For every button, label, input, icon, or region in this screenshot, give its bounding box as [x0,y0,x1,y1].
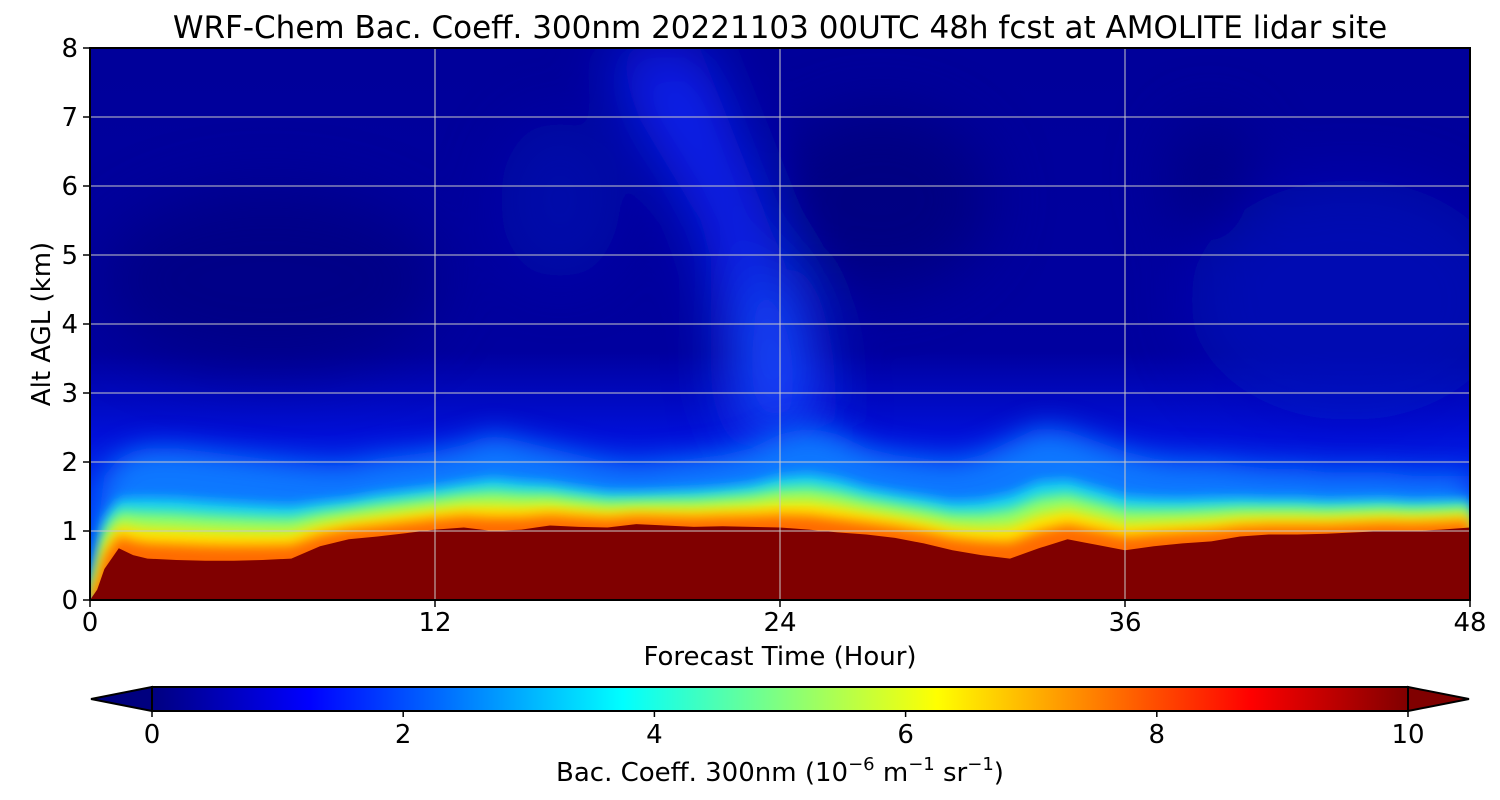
y-tick-label: 7 [61,103,78,133]
y-tick-label: 5 [61,241,78,271]
y-tick-label: 2 [61,448,78,478]
dark-core-a [100,190,440,370]
chart-title: WRF-Chem Bac. Coeff. 300nm 20221103 00UT… [173,10,1387,46]
colorbar-tick-label: 4 [646,720,663,750]
plume-blob-b [1190,180,1470,420]
x-tick-label: 24 [763,608,796,638]
x-tick-label: 0 [82,608,99,638]
x-tick-label: 48 [1453,608,1486,638]
y-tick-label: 0 [61,586,78,616]
x-tick-label: 12 [418,608,451,638]
upper-plumes [100,48,1470,450]
colorbar-tick-label: 0 [144,720,161,750]
dark-core-c [1170,120,1250,240]
y-axis-label: Alt AGL (km) [27,242,57,406]
plume-blob-c [500,120,620,280]
y-tick-label: 3 [61,379,78,409]
colorbar-ticks: 0 2 4 6 8 10 [144,711,1425,750]
colorbar-extend-high [1407,685,1470,713]
plot-area [90,48,1470,600]
colorbar-tick-label: 10 [1391,720,1424,750]
y-tick-label: 1 [61,517,78,547]
colorbar-label: Bac. Coeff. 300nm (10−6 m−1 sr−1) [556,754,1004,788]
plume-blob-a [730,270,810,450]
x-tick-label: 36 [1108,608,1141,638]
y-tick-label: 8 [61,34,78,64]
colorbar: 0 2 4 6 8 10 Bac. Coeff. 300nm (10−6 m−1 sr−1… [90,685,1470,788]
colorbar-body [151,686,1409,712]
colorbar-tick-label: 6 [897,720,914,750]
x-axis: 0 12 24 36 48 [82,600,1487,638]
colorbar-extend-low [90,685,153,713]
colorbar-tick-label: 8 [1149,720,1166,750]
grid-lines [90,48,1470,600]
colorbar-tick-label: 2 [395,720,412,750]
x-axis-label: Forecast Time (Hour) [643,642,916,672]
dark-core-b [770,110,990,290]
y-tick-label: 6 [61,172,78,202]
y-axis: 0 1 2 3 4 5 6 7 8 [61,34,90,616]
y-tick-label: 4 [61,310,78,340]
